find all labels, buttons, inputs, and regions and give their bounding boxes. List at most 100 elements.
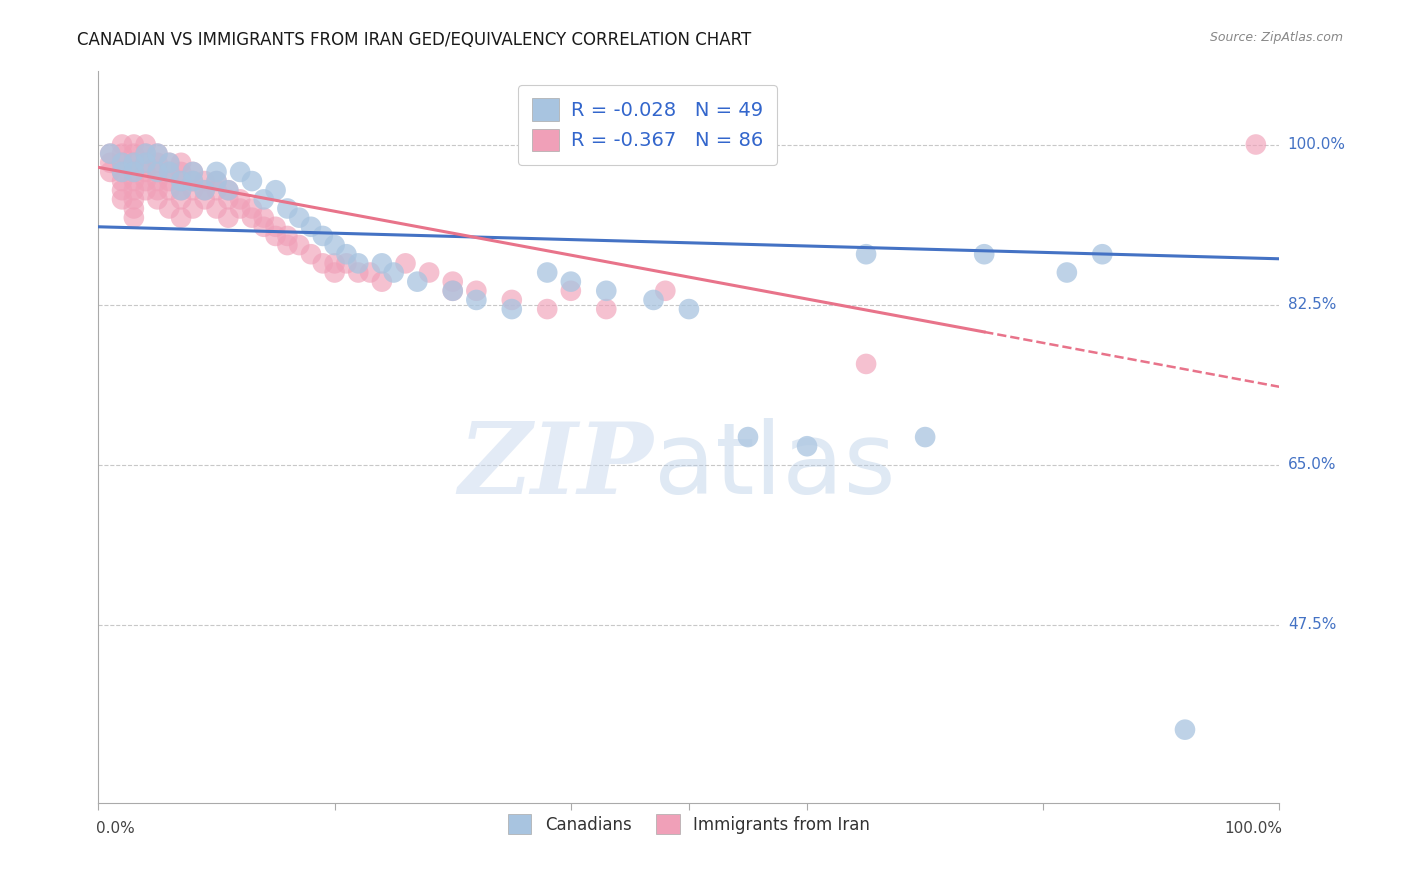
- Text: 65.0%: 65.0%: [1288, 457, 1336, 472]
- Point: [229, 193, 252, 207]
- Text: atlas: atlas: [654, 417, 896, 515]
- Point: [135, 174, 157, 188]
- Point: [595, 301, 617, 317]
- Point: [122, 193, 145, 207]
- Point: [122, 202, 145, 216]
- Text: 47.5%: 47.5%: [1288, 617, 1336, 632]
- Point: [595, 284, 617, 298]
- Point: [205, 202, 228, 216]
- Point: [914, 430, 936, 444]
- Point: [973, 247, 995, 261]
- Point: [170, 174, 193, 188]
- Point: [312, 228, 335, 243]
- Point: [855, 247, 877, 261]
- Point: [98, 165, 121, 179]
- Point: [122, 165, 145, 179]
- Text: ZIP: ZIP: [458, 418, 654, 515]
- Point: [560, 275, 582, 289]
- Point: [406, 275, 429, 289]
- Point: [465, 293, 488, 307]
- Point: [253, 211, 276, 225]
- Point: [157, 155, 180, 169]
- Point: [217, 193, 239, 207]
- Point: [264, 183, 287, 197]
- Point: [536, 266, 558, 280]
- Point: [205, 174, 228, 188]
- Point: [157, 165, 180, 179]
- Point: [536, 301, 558, 317]
- Point: [288, 238, 311, 252]
- Text: 82.5%: 82.5%: [1288, 297, 1336, 312]
- Point: [501, 293, 523, 307]
- Point: [111, 174, 134, 188]
- Point: [1091, 247, 1114, 261]
- Point: [323, 256, 346, 270]
- Point: [135, 146, 157, 161]
- Point: [796, 439, 818, 453]
- Point: [157, 174, 180, 188]
- Point: [170, 193, 193, 207]
- Point: [135, 183, 157, 197]
- Point: [217, 211, 239, 225]
- Point: [194, 193, 217, 207]
- Point: [253, 219, 276, 234]
- Point: [111, 183, 134, 197]
- Point: [441, 275, 464, 289]
- Point: [111, 155, 134, 169]
- Point: [170, 165, 193, 179]
- Point: [181, 174, 204, 188]
- Point: [135, 165, 157, 179]
- Point: [181, 202, 204, 216]
- Point: [335, 247, 357, 261]
- Point: [122, 137, 145, 152]
- Point: [382, 266, 405, 280]
- Point: [181, 183, 204, 197]
- Point: [240, 211, 263, 225]
- Point: [276, 228, 298, 243]
- Point: [205, 183, 228, 197]
- Point: [264, 219, 287, 234]
- Point: [98, 146, 121, 161]
- Point: [441, 284, 464, 298]
- Point: [146, 146, 169, 161]
- Point: [1174, 723, 1197, 737]
- Point: [135, 155, 157, 169]
- Point: [181, 174, 204, 188]
- Point: [217, 183, 239, 197]
- Point: [323, 266, 346, 280]
- Point: [229, 202, 252, 216]
- Point: [111, 165, 134, 179]
- Point: [312, 256, 335, 270]
- Point: [111, 137, 134, 152]
- Text: CANADIAN VS IMMIGRANTS FROM IRAN GED/EQUIVALENCY CORRELATION CHART: CANADIAN VS IMMIGRANTS FROM IRAN GED/EQU…: [77, 31, 752, 49]
- Point: [122, 155, 145, 169]
- Point: [146, 193, 169, 207]
- Point: [276, 202, 298, 216]
- Point: [170, 174, 193, 188]
- Point: [135, 137, 157, 152]
- Point: [146, 155, 169, 169]
- Point: [560, 284, 582, 298]
- Point: [299, 247, 322, 261]
- Point: [418, 266, 440, 280]
- Point: [146, 165, 169, 179]
- Point: [135, 155, 157, 169]
- Point: [465, 284, 488, 298]
- Point: [240, 174, 263, 188]
- Point: [122, 174, 145, 188]
- Point: [737, 430, 759, 444]
- Text: 100.0%: 100.0%: [1288, 137, 1346, 152]
- Point: [170, 183, 193, 197]
- Point: [347, 266, 370, 280]
- Point: [347, 256, 370, 270]
- Point: [501, 301, 523, 317]
- Point: [146, 174, 169, 188]
- Text: 100.0%: 100.0%: [1223, 821, 1282, 836]
- Point: [122, 165, 145, 179]
- Point: [122, 146, 145, 161]
- Point: [170, 211, 193, 225]
- Point: [264, 228, 287, 243]
- Point: [299, 219, 322, 234]
- Point: [181, 165, 204, 179]
- Point: [122, 211, 145, 225]
